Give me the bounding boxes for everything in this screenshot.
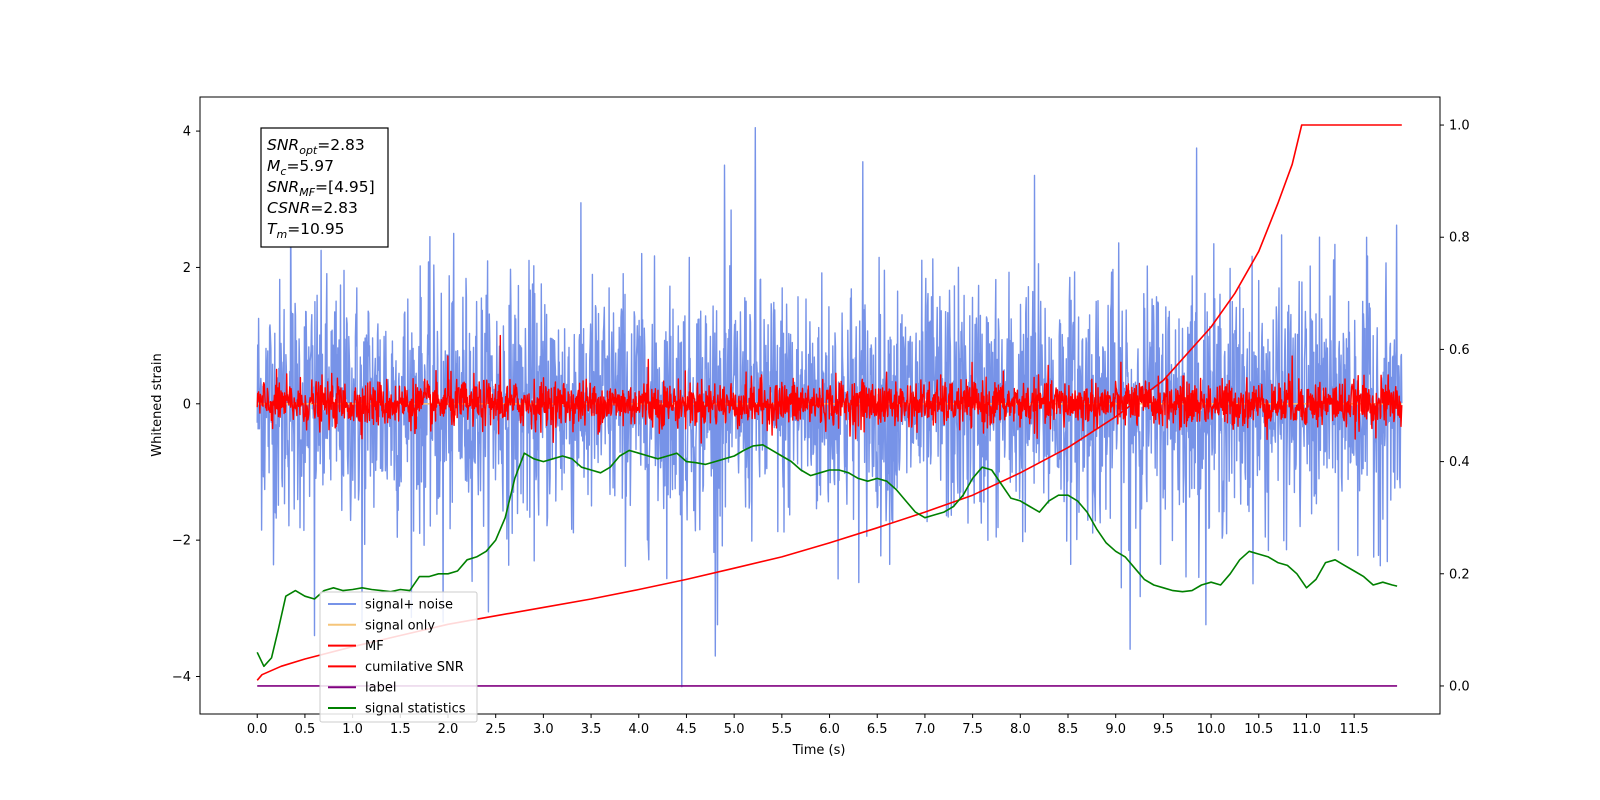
annotation-value: =2.83 bbox=[310, 199, 358, 217]
annotation-subscript: opt bbox=[299, 144, 318, 157]
x-tick-label: 5.0 bbox=[724, 722, 745, 737]
x-axis-label: Time (s) bbox=[792, 743, 846, 758]
annotation-box: SNRopt=2.83Mc=5.97SNRMF=[4.95]CSNR=2.83T… bbox=[260, 127, 389, 248]
annotation-line: SNRMF=[4.95] bbox=[267, 178, 375, 199]
y-tick-label: −2 bbox=[172, 534, 191, 549]
y-tick-label: −4 bbox=[172, 670, 191, 685]
annotation-line: CSNR=2.83 bbox=[267, 199, 358, 217]
annotation-symbol: SNR bbox=[267, 136, 299, 154]
x-tick-label: 0.0 bbox=[247, 722, 268, 737]
annotation-symbol: T bbox=[267, 220, 278, 238]
legend-frame bbox=[319, 591, 478, 723]
annotation-symbol: M bbox=[267, 157, 280, 175]
annotation-line: SNRopt=2.83 bbox=[267, 136, 365, 157]
y-tick-label: 0 bbox=[183, 397, 191, 412]
annotation-subscript: MF bbox=[299, 186, 315, 199]
x-tick-label: 2.0 bbox=[438, 722, 459, 737]
x-tick-label: 6.5 bbox=[867, 722, 888, 737]
x-tick-label: 5.5 bbox=[772, 722, 793, 737]
legend-label: signal only bbox=[365, 618, 435, 633]
plot-frame bbox=[199, 96, 1441, 715]
legend-label: MF bbox=[365, 639, 384, 654]
x-tick-label: 1.0 bbox=[342, 722, 363, 737]
legend-label: signal statistics bbox=[365, 702, 466, 717]
x-tick-label: 4.5 bbox=[676, 722, 697, 737]
series-line-mf bbox=[256, 334, 1403, 444]
annotation-value: =10.95 bbox=[287, 220, 344, 238]
y2-tick-label: 0.4 bbox=[1449, 455, 1470, 470]
x-tick-label: 6.0 bbox=[819, 722, 840, 737]
y-axis-right: 1.0 0.8 0.6 0.4 0.2 0.0 bbox=[1440, 119, 1470, 694]
x-tick-label: 1.5 bbox=[390, 722, 411, 737]
x-tick-label: 0.5 bbox=[295, 722, 316, 737]
y-axis-label: Whitened strain bbox=[150, 353, 165, 456]
x-tick-label: 10.0 bbox=[1197, 722, 1226, 737]
y-tick-label: 2 bbox=[183, 261, 191, 276]
x-tick-label: 11.5 bbox=[1340, 722, 1369, 737]
y2-tick-label: 0.0 bbox=[1449, 679, 1470, 694]
legend: signal+ noise signal only MF cumilative SNR… bbox=[319, 591, 478, 723]
y2-tick-label: 1.0 bbox=[1449, 119, 1470, 134]
x-tick-label: 7.0 bbox=[915, 722, 936, 737]
y2-tick-label: 0.2 bbox=[1449, 567, 1470, 582]
y-axis-left: 4 2 0 −2 −4 bbox=[172, 125, 200, 685]
x-axis: 0.0 0.5 1.0 1.5 2.0 2.5 3.0 3.5 4.0 4.5 5.0 5.5 6.0 6… bbox=[247, 714, 1369, 737]
annotation-value: =2.83 bbox=[317, 136, 365, 154]
legend-label: cumilative SNR bbox=[365, 660, 464, 675]
x-tick-label: 3.5 bbox=[581, 722, 602, 737]
x-tick-label: 7.5 bbox=[962, 722, 983, 737]
x-tick-label: 2.5 bbox=[485, 722, 506, 737]
x-tick-label: 3.0 bbox=[533, 722, 554, 737]
x-tick-label: 9.5 bbox=[1153, 722, 1174, 737]
annotation-line: Tm=10.95 bbox=[267, 220, 345, 241]
legend-label: signal+ noise bbox=[365, 598, 453, 613]
annotation-value: =[4.95] bbox=[315, 178, 375, 196]
annotation-subscript: m bbox=[276, 228, 287, 241]
x-tick-label: 4.0 bbox=[628, 722, 649, 737]
y2-tick-label: 0.8 bbox=[1449, 231, 1470, 246]
legend-label: label bbox=[365, 681, 396, 696]
annotation-symbol: CSNR bbox=[267, 199, 310, 217]
annotation-line: Mc=5.97 bbox=[267, 157, 334, 178]
annotation-value: =5.97 bbox=[286, 157, 334, 175]
x-tick-label: 10.5 bbox=[1244, 722, 1273, 737]
annotation-frame bbox=[260, 127, 389, 248]
x-tick-label: 9.0 bbox=[1105, 722, 1126, 737]
x-tick-label: 8.5 bbox=[1058, 722, 1079, 737]
y-tick-label: 4 bbox=[183, 125, 191, 140]
annotation-symbol: SNR bbox=[267, 178, 299, 196]
y2-tick-label: 0.6 bbox=[1449, 343, 1470, 358]
x-tick-label: 11.0 bbox=[1292, 722, 1321, 737]
x-tick-label: 8.0 bbox=[1010, 722, 1031, 737]
annotation-subscript: c bbox=[280, 165, 286, 178]
series-line-signal-statistics bbox=[256, 444, 1398, 668]
